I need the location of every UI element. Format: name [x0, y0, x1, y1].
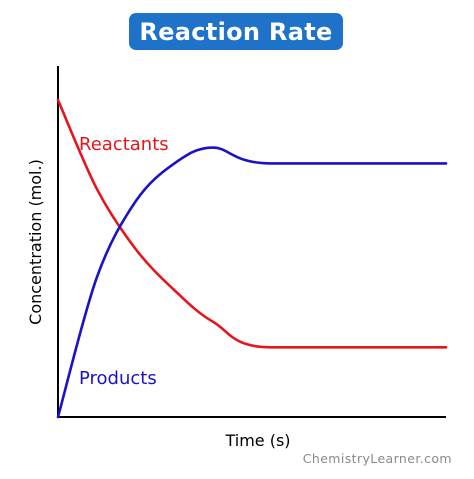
reactants-series-line [56, 98, 448, 349]
source-credit: ChemistryLearner.com [302, 451, 452, 466]
products-series-line [56, 146, 448, 419]
reactants-series-label: Reactants [79, 134, 169, 155]
x-axis-label: Time (s) [224, 431, 290, 450]
chart-title-badge: Reaction Rate [129, 13, 343, 50]
products-series-label: Products [79, 368, 157, 389]
y-axis-label: Concentration (mol.) [26, 159, 45, 325]
